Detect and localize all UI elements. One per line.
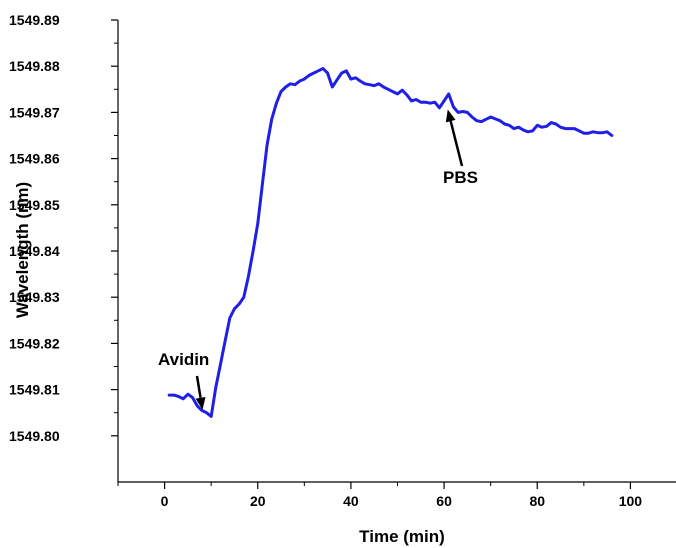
y-tick-label: 1549.82 [9, 335, 60, 351]
x-tick-label: 80 [529, 493, 545, 509]
y-tick-label: 1549.84 [9, 243, 60, 259]
axes [117, 20, 676, 483]
annotations: Avidin PBS [158, 109, 478, 410]
y-tick-label: 1549.80 [9, 428, 60, 444]
x-tick-label: 0 [161, 493, 169, 509]
series-layer [167, 67, 614, 418]
annotation-pbs-arrow [445, 109, 464, 167]
y-tick-label: 1549.81 [9, 382, 60, 398]
annotation-pbs: PBS [443, 168, 478, 187]
annotation-avidin-arrow [195, 375, 206, 410]
y-tick-label: 1549.86 [9, 151, 60, 167]
annotation-avidin: Avidin [158, 350, 209, 369]
x-axis-title: Time (min) [359, 527, 445, 546]
y-tick-label: 1549.89 [9, 12, 60, 28]
x-tick-label: 60 [436, 493, 452, 509]
y-tick-label: 1549.83 [9, 289, 60, 305]
y-axis-title: Wavelength (nm) [13, 182, 32, 318]
series-line [167, 67, 614, 418]
y-tick-label: 1549.87 [9, 104, 60, 120]
x-tick-label: 100 [619, 493, 643, 509]
x-tick-label: 40 [343, 493, 359, 509]
x-tick-label: 20 [250, 493, 266, 509]
y-tick-label: 1549.85 [9, 197, 60, 213]
axis-ticks: 1549.80 1549.81 1549.82 1549.83 1549.84 1549.… [9, 12, 643, 509]
y-tick-label: 1549.88 [9, 58, 60, 74]
